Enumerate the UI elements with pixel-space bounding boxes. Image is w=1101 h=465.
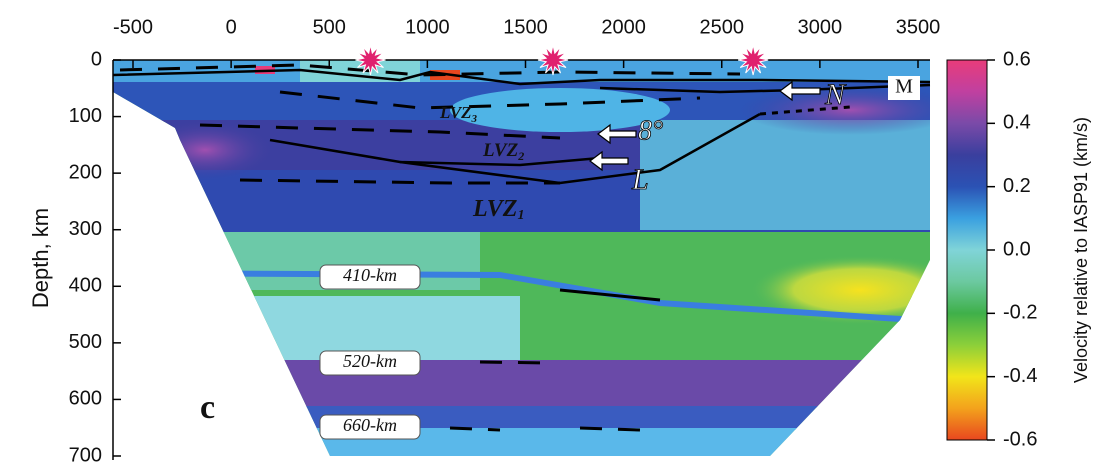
colorbar-tick-label: 0.4 bbox=[1003, 112, 1031, 134]
colorbar-tick-label: -0.2 bbox=[1003, 302, 1037, 324]
annotation-subscript: 1 bbox=[517, 208, 524, 223]
annotation: LVZ1 bbox=[472, 196, 524, 224]
annotation: LVZ3 bbox=[439, 103, 477, 125]
annotation: 520-km bbox=[343, 351, 397, 371]
label-box bbox=[319, 414, 421, 440]
label-box bbox=[319, 264, 421, 290]
annotation-subscript: 3 bbox=[470, 113, 477, 125]
x-tick-label: 2500 bbox=[700, 16, 745, 38]
x-tick-label: 0 bbox=[226, 16, 237, 38]
y-tick-label: 400 bbox=[69, 275, 102, 297]
x-tick-label: 2000 bbox=[601, 16, 646, 38]
x-tick-label: 1000 bbox=[405, 16, 450, 38]
x-tick-label: 500 bbox=[313, 16, 346, 38]
annotation-text: LVZ bbox=[472, 196, 518, 222]
y-tick-label: 600 bbox=[69, 388, 102, 410]
layer-lines bbox=[112, 63, 931, 432]
y-tick-label: 300 bbox=[69, 218, 102, 240]
arrows bbox=[589, 80, 821, 172]
annotation: 410-km bbox=[343, 265, 397, 285]
colorbar-tick-label: 0.0 bbox=[1003, 238, 1031, 260]
y-tick-label: 100 bbox=[69, 105, 102, 127]
y-axis-label: Depth, km bbox=[28, 208, 53, 308]
y-tick-label: 200 bbox=[69, 161, 102, 183]
colorbar-tick-label: 0.6 bbox=[1003, 48, 1031, 70]
colorbar-tick-label: 0.2 bbox=[1003, 175, 1031, 197]
y-tick-label: 500 bbox=[69, 331, 102, 353]
annotation: LVZ2 bbox=[482, 140, 524, 162]
annotation: 660-km bbox=[343, 415, 397, 435]
colorbar-label: Velocity relative to IASP91 (km/s) bbox=[1071, 117, 1091, 383]
x-tick-label: 3000 bbox=[798, 16, 843, 38]
label-box bbox=[319, 350, 421, 376]
y-tick-label: 700 bbox=[69, 444, 102, 465]
colorbar-tick-label: -0.4 bbox=[1003, 365, 1037, 387]
station bbox=[355, 44, 386, 76]
annotation: L bbox=[631, 163, 649, 196]
annotation-text: LVZ bbox=[439, 103, 471, 122]
velocity-section bbox=[113, 60, 930, 456]
annotation-text: LVZ bbox=[482, 140, 519, 161]
annotation-subscript: 2 bbox=[517, 149, 524, 163]
x-tick-label: -500 bbox=[113, 16, 153, 38]
x-tick-label: 3500 bbox=[896, 16, 941, 38]
station bbox=[537, 44, 569, 76]
x-tick-label: 1500 bbox=[503, 16, 548, 38]
station bbox=[737, 44, 769, 76]
annotations: 410-km 520-km 660-km c LVZ1 LVZ2 LVZ3 N … bbox=[200, 76, 920, 440]
colorbar bbox=[946, 59, 988, 441]
y-tick-label: 0 bbox=[91, 48, 102, 70]
panel-label: c bbox=[200, 389, 215, 426]
annotation: M bbox=[895, 76, 913, 98]
label-box bbox=[888, 76, 920, 100]
annotation: 8° bbox=[638, 115, 663, 146]
colorbar-tick-label: -0.6 bbox=[1003, 428, 1037, 450]
annotation: N bbox=[824, 78, 847, 111]
